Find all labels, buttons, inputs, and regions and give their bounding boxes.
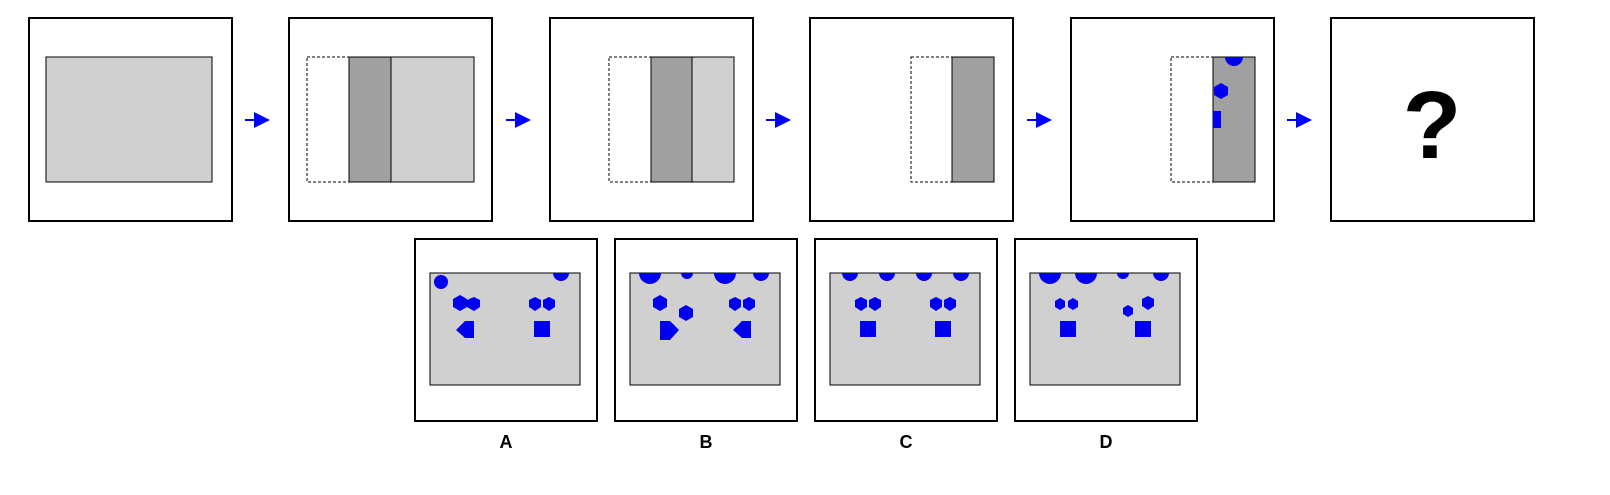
paper-sheet <box>829 272 981 386</box>
paper-sheet <box>1029 272 1181 386</box>
half-circle-punch <box>1225 57 1243 66</box>
option-a-card[interactable] <box>414 238 598 422</box>
hexagon-punch <box>743 297 755 311</box>
hexagon-punch <box>1055 298 1065 310</box>
folded-flap <box>348 56 392 183</box>
hexagon-punch <box>944 297 956 311</box>
hexagon-punch <box>1142 296 1154 310</box>
half-circle-punch <box>916 273 932 281</box>
half-circle-punch <box>1075 273 1097 284</box>
square-punch <box>534 321 550 337</box>
hexagon-punch <box>543 297 555 311</box>
sequence-panel-5 <box>1070 17 1275 222</box>
option-b-label: B <box>700 432 713 452</box>
half-circle-punch <box>1039 273 1061 284</box>
square-punch <box>860 321 876 337</box>
hexagon-punch <box>1123 305 1133 317</box>
sequence-panel-4 <box>809 17 1014 222</box>
option-d-card[interactable] <box>1014 238 1198 422</box>
square-punch <box>1060 321 1076 337</box>
pentagon-arrow-punch <box>660 321 679 340</box>
option-c-card[interactable] <box>814 238 998 422</box>
hexagon-punch <box>679 305 693 321</box>
paper-remaining <box>691 56 735 183</box>
half-circle-punch <box>753 273 769 281</box>
half-circle-punch <box>553 273 569 281</box>
sequence-panel-6: ? <box>1330 17 1535 222</box>
sequence-panel-3 <box>549 17 754 222</box>
hexagon-punch <box>729 297 741 311</box>
option-b-card[interactable] <box>614 238 798 422</box>
hexagon-punch <box>467 297 480 311</box>
half-circle-punch <box>1117 273 1129 279</box>
option-d-label: D <box>1100 432 1113 452</box>
option-c-label: C <box>900 432 913 452</box>
option-a-label: A <box>500 432 513 452</box>
hexagon-punch <box>453 295 467 311</box>
sequence-panel-1 <box>28 17 233 222</box>
paper-sheet <box>629 272 781 386</box>
folded-flap <box>650 56 693 183</box>
folded-away-outline <box>910 56 953 183</box>
half-circle-punch <box>639 273 661 284</box>
half-circle-punch <box>953 273 969 281</box>
half-circle-punch <box>1153 273 1169 281</box>
hexagon-punch <box>653 295 667 311</box>
folded-away-outline <box>1170 56 1214 183</box>
half-circle-punch <box>681 273 693 279</box>
folded-strip <box>951 56 995 183</box>
pentagon-arrow-punch <box>456 321 474 338</box>
rectangle-punch <box>1213 111 1221 128</box>
half-circle-punch <box>879 273 895 281</box>
sequence-panel-2 <box>288 17 493 222</box>
hexagon-punch <box>869 297 881 311</box>
hexagon-punch <box>930 297 942 311</box>
circle-punch <box>434 275 448 289</box>
square-punch <box>1135 321 1151 337</box>
pentagon-arrow-punch <box>733 321 751 338</box>
hexagon-punch <box>1068 298 1078 310</box>
question-icon: ? <box>1403 72 1462 179</box>
square-punch <box>935 321 951 337</box>
paper-remaining <box>390 56 475 183</box>
hexagon-punch <box>529 297 541 311</box>
half-circle-punch <box>714 273 736 284</box>
paper-sheet <box>429 272 581 386</box>
hexagon-punch <box>855 297 867 311</box>
folded-away-outline <box>306 56 350 183</box>
hexagon-punch <box>1214 83 1228 99</box>
folded-away-outline <box>608 56 652 183</box>
paper-sheet <box>45 56 213 183</box>
half-circle-punch <box>842 273 858 281</box>
